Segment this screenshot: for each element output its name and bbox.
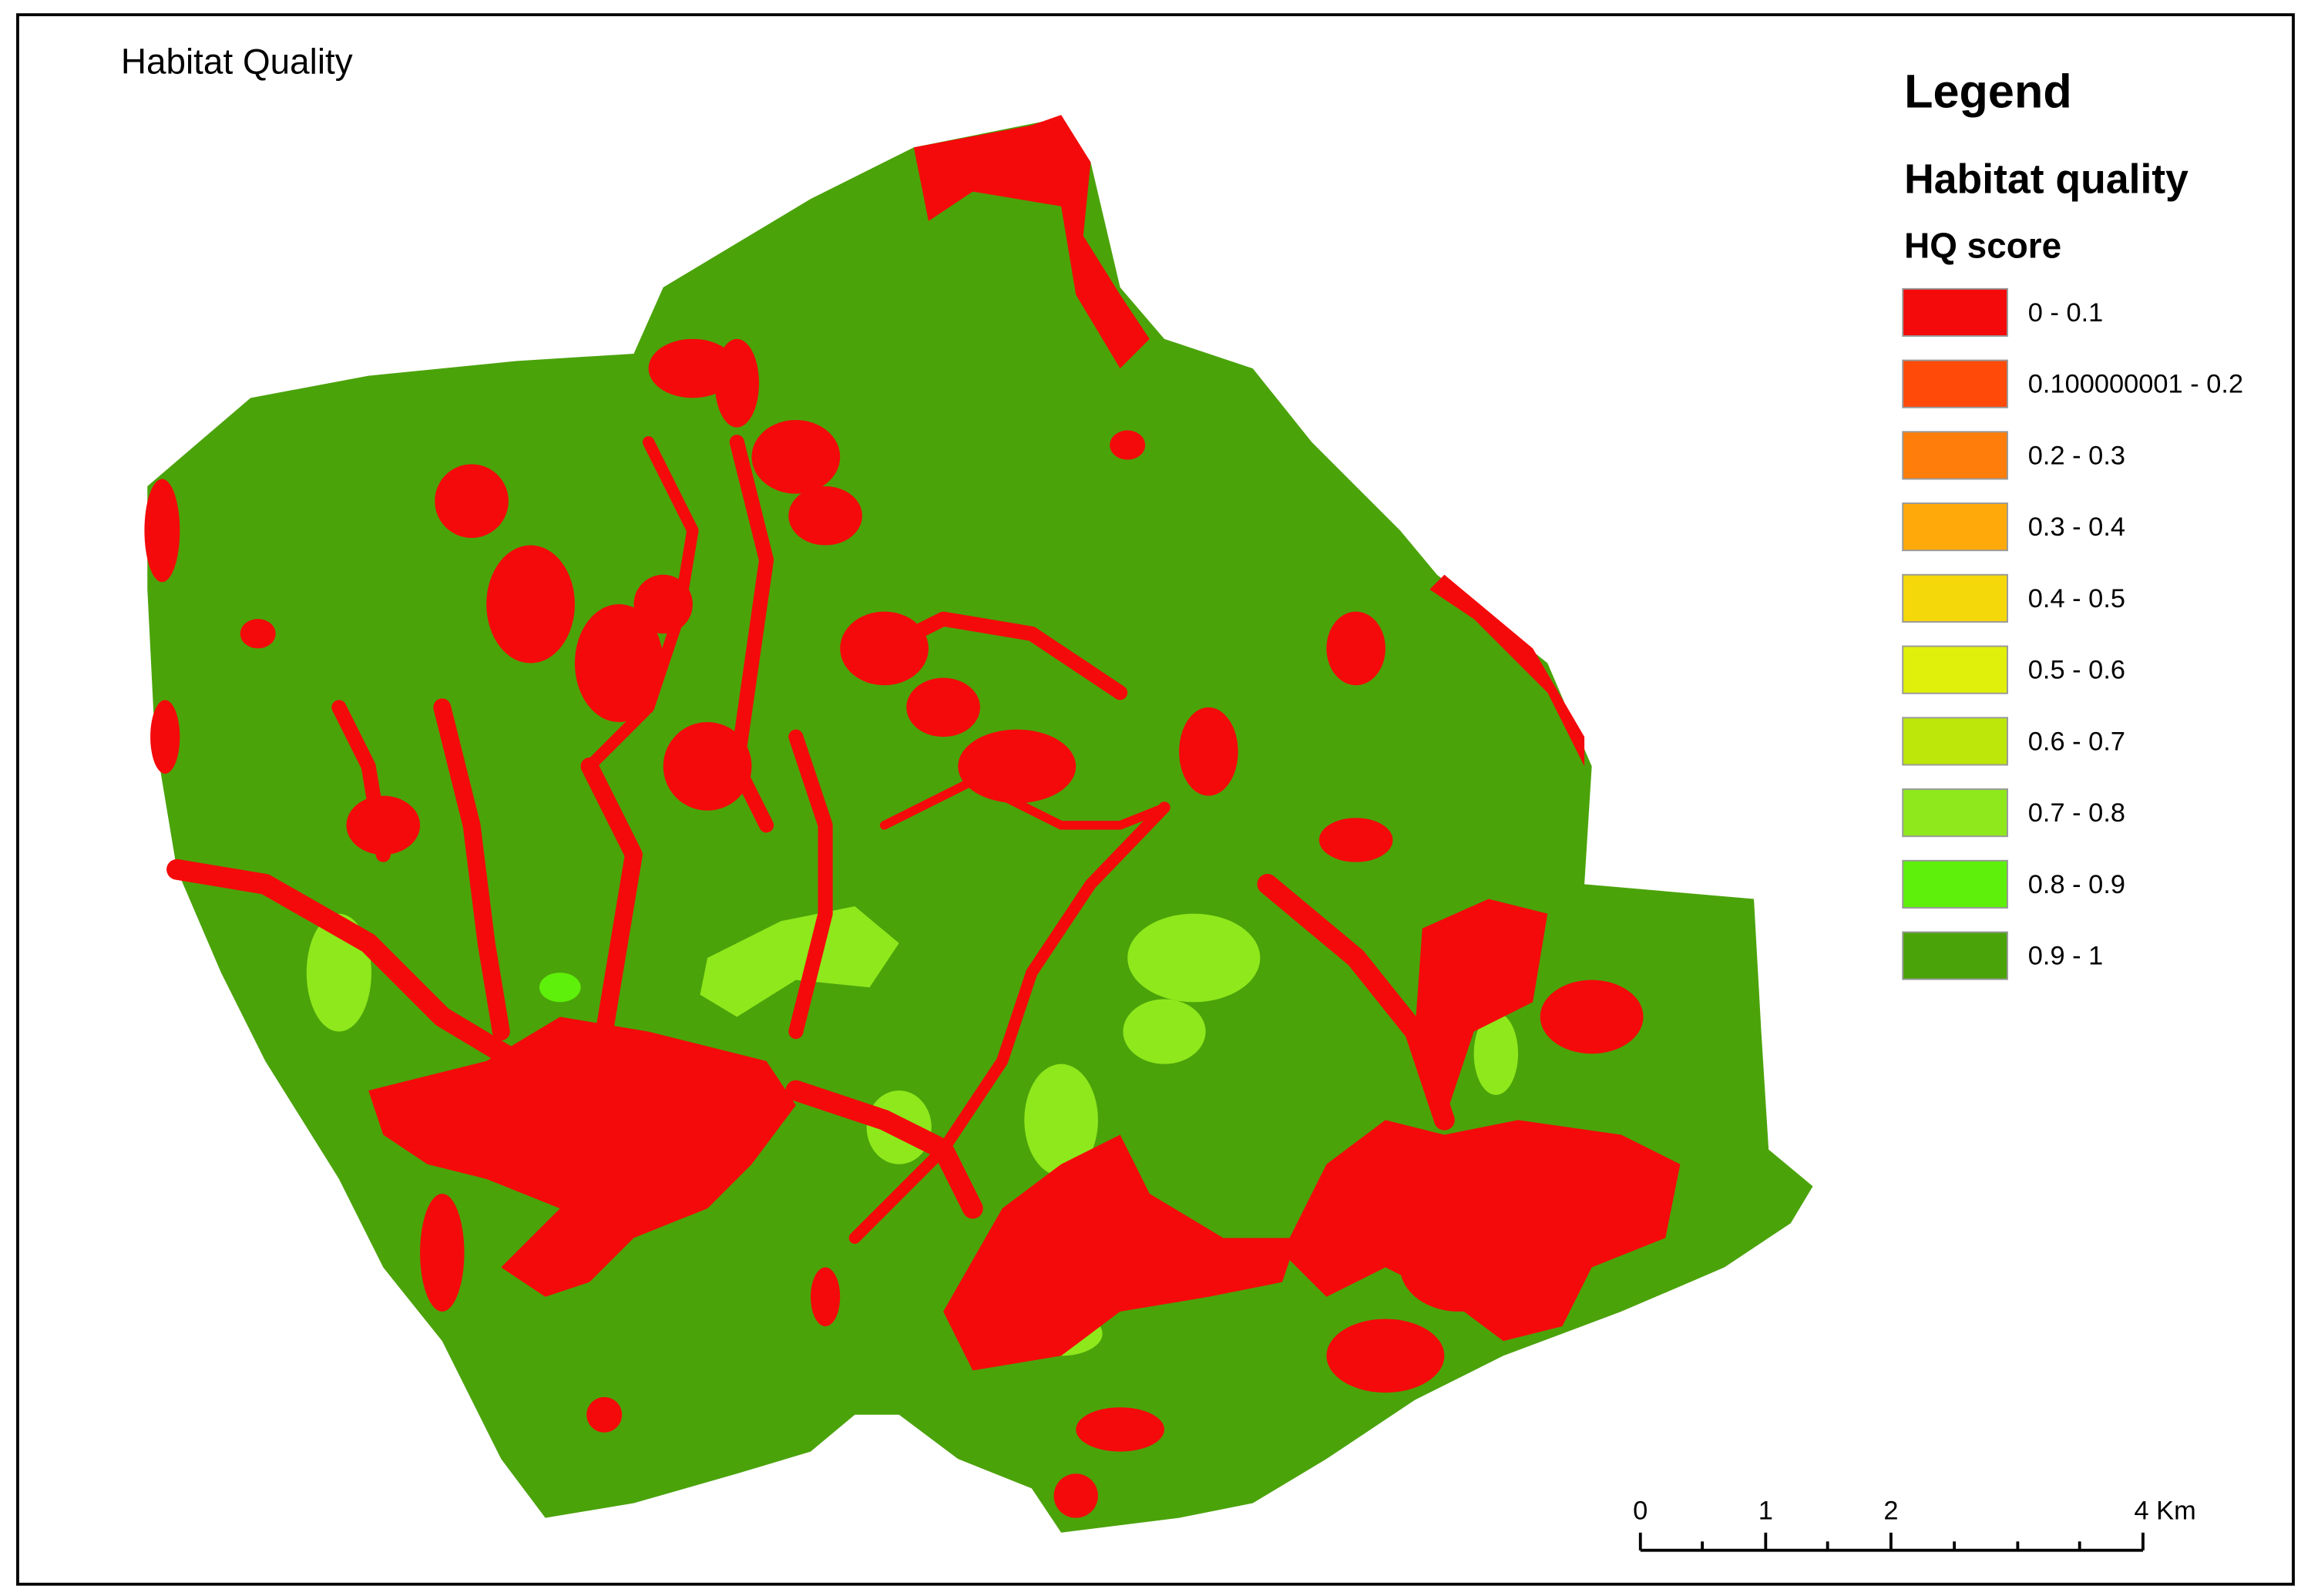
- patch: [1318, 818, 1393, 862]
- stream: [877, 611, 1128, 701]
- stream: [785, 1080, 983, 1219]
- legend-label: 0 - 0.1: [2028, 298, 2104, 328]
- stream: [788, 729, 833, 1040]
- legend-label: 0.3 - 0.4: [2028, 512, 2125, 542]
- patch: [1179, 707, 1238, 796]
- patch: [1127, 913, 1261, 1003]
- legend-swatch: [1902, 859, 2008, 909]
- patch: [1076, 1407, 1164, 1452]
- legend-swatch: [1902, 359, 2008, 408]
- scale-label: 2: [1883, 1497, 1898, 1526]
- patch: [1110, 430, 1146, 460]
- stream: [583, 436, 699, 773]
- scale-bar: 0 1 2 4 Km: [1633, 1497, 2196, 1552]
- legend-label: 0.100000001 - 0.2: [2028, 370, 2243, 399]
- patch: [368, 1016, 796, 1297]
- patch: [1326, 611, 1386, 686]
- patch: [435, 464, 509, 538]
- legend-swatch: [1902, 645, 2008, 694]
- legend-label: 0.7 - 0.8: [2028, 798, 2125, 828]
- legend-swatch: [1902, 931, 2008, 980]
- stream: [848, 801, 1171, 1244]
- legend-label: 0.4 - 0.5: [2028, 584, 2125, 613]
- patch: [420, 1193, 465, 1312]
- patch: [586, 1396, 623, 1433]
- legend-field: HQ score: [1904, 226, 2061, 266]
- patch: [913, 115, 1150, 369]
- patch: [144, 479, 180, 583]
- scale-label: 4 Km: [2134, 1497, 2195, 1526]
- patch: [539, 973, 581, 1003]
- stream: [1257, 873, 1455, 1131]
- map-title: Habitat Quality: [121, 42, 353, 82]
- legend-layer: Habitat quality: [1904, 157, 2188, 203]
- patch: [751, 420, 841, 494]
- legend-swatch: [1902, 502, 2008, 552]
- patch: [486, 545, 575, 664]
- patch: [574, 604, 663, 723]
- scale-label: 0: [1633, 1497, 1648, 1526]
- patch: [1024, 1063, 1098, 1176]
- legend-label: 0.6 - 0.7: [2028, 727, 2125, 756]
- legend-label: 0.2 - 0.3: [2028, 441, 2125, 470]
- legend-title: Legend: [1904, 66, 2072, 118]
- patch: [240, 619, 276, 649]
- legend-swatch: [1902, 287, 2008, 337]
- patch: [810, 1267, 841, 1327]
- patch: [1053, 1473, 1098, 1518]
- stream: [580, 757, 643, 1041]
- legend-swatch: [1902, 431, 2008, 480]
- legend-label: 0.5 - 0.6: [2028, 656, 2125, 685]
- stream: [166, 858, 526, 1072]
- patch: [150, 700, 180, 774]
- stream: [879, 776, 1169, 830]
- patch: [958, 729, 1077, 804]
- patch: [1326, 1319, 1445, 1393]
- stream: [729, 435, 774, 833]
- patch: [1399, 1223, 1519, 1312]
- scale-label: 1: [1758, 1497, 1773, 1526]
- legend-swatch: [1902, 788, 2008, 838]
- legend-label: 0.8 - 0.9: [2028, 870, 2125, 899]
- patch: [1540, 979, 1644, 1054]
- patch: [1473, 1012, 1519, 1095]
- patch: [906, 677, 980, 738]
- stream: [433, 698, 510, 1041]
- legend-swatch: [1902, 717, 2008, 766]
- stream: [331, 700, 391, 862]
- patch: [1415, 899, 1548, 1121]
- patch: [714, 338, 760, 428]
- patch: [1429, 574, 1585, 767]
- patch: [700, 906, 899, 1017]
- patch: [663, 722, 752, 811]
- low-habitat: [144, 115, 1681, 1518]
- legend-label: 0.9 - 1: [2028, 942, 2104, 971]
- patch: [1123, 999, 1206, 1064]
- patch: [788, 486, 862, 546]
- habitat-map: [144, 115, 1813, 1533]
- legend: Legend Habitat quality HQ score 0 - 0.1 0…: [1902, 66, 2243, 980]
- legend-swatch: [1902, 573, 2008, 623]
- patch: [943, 1134, 1298, 1371]
